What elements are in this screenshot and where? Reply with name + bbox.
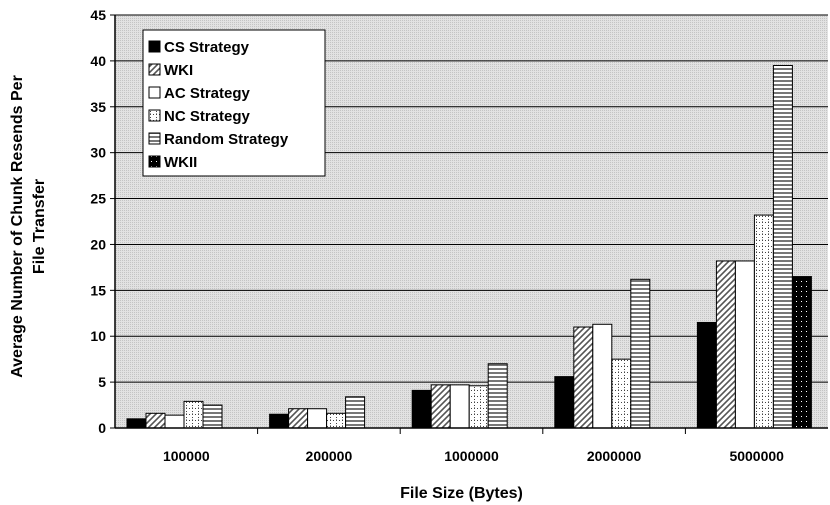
bar-wki-5000000 [715, 260, 736, 429]
y-axis-title-line-2: File Transfer [31, 179, 48, 274]
bar-nc-strategy-1000000 [468, 385, 489, 429]
bar-wki-200000 [288, 408, 309, 429]
bar-nc-strategy-200000 [326, 412, 347, 429]
legend-swatch [148, 132, 161, 145]
bar-wki-2000000 [573, 326, 594, 429]
x-tick-label: 1000000 [444, 448, 499, 464]
bar-cs-strategy-200000 [269, 413, 290, 429]
bar-wki-1000000 [430, 384, 451, 429]
y-tick-label: 10 [90, 328, 106, 344]
y-tick-label: 30 [90, 145, 106, 161]
y-tick-label: 5 [98, 374, 106, 390]
bar-cs-strategy-1000000 [411, 389, 432, 429]
bar-ac-strategy-2000000 [592, 323, 613, 429]
x-tick-label: 2000000 [587, 448, 642, 464]
legend-swatch [148, 155, 161, 168]
bar-random-strategy-5000000 [772, 64, 793, 429]
y-tick-labels: 0 5 10 15 20 25 30 35 40 45 [90, 7, 106, 436]
y-axis-title: Average Number of Chunk Resends Per File… [9, 75, 48, 378]
bar-random-strategy-100000 [202, 404, 223, 429]
x-tick-label: 200000 [306, 448, 353, 464]
bar-random-strategy-200000 [345, 396, 366, 429]
x-tick-label: 100000 [163, 448, 210, 464]
x-tick-labels: 100000 200000 1000000 2000000 5000000 [163, 448, 784, 464]
x-axis-title: File Size (Bytes) [400, 485, 523, 502]
y-tick-label: 20 [90, 236, 106, 252]
bar-ac-strategy-1000000 [449, 384, 470, 429]
bar-cs-strategy-5000000 [696, 321, 717, 429]
bar-nc-strategy-5000000 [753, 214, 774, 429]
bar-random-strategy-2000000 [630, 278, 651, 429]
y-tick-label: 40 [90, 53, 106, 69]
legend-label: WKII [164, 154, 197, 171]
bar-ac-strategy-5000000 [734, 260, 755, 429]
y-tick-label: 35 [90, 99, 106, 115]
y-tick-label: 0 [98, 420, 106, 436]
bar-wki-100000 [145, 412, 166, 429]
legend: CS Strategy WKI AC Strategy NC Strategy Rand… [142, 29, 326, 177]
bar-nc-strategy-100000 [183, 400, 204, 429]
legend-label: AC Strategy [164, 85, 251, 102]
bar-nc-strategy-2000000 [611, 358, 632, 429]
legend-swatch [148, 109, 161, 122]
bar-wkii-5000000 [791, 276, 812, 429]
y-tick-label: 25 [90, 191, 106, 207]
legend-swatch [148, 86, 161, 99]
legend-label: NC Strategy [164, 108, 251, 125]
y-tick-label: 15 [90, 282, 106, 298]
bar-random-strategy-1000000 [487, 363, 508, 429]
x-tick-label: 5000000 [729, 448, 784, 464]
bar-cs-strategy-100000 [126, 418, 147, 429]
bar-cs-strategy-2000000 [554, 376, 575, 429]
legend-swatch [148, 63, 161, 76]
y-axis-title-line-1: Average Number of Chunk Resends Per [9, 75, 26, 378]
bar-ac-strategy-200000 [307, 408, 328, 429]
legend-label: Random Strategy [164, 131, 289, 148]
legend-box [142, 29, 326, 177]
legend-label: CS Strategy [164, 39, 250, 56]
bar-ac-strategy-100000 [164, 414, 185, 429]
y-tick-label: 45 [90, 7, 106, 23]
legend-swatch [148, 40, 161, 53]
axes [114, 15, 828, 434]
legend-label: WKI [164, 62, 193, 79]
